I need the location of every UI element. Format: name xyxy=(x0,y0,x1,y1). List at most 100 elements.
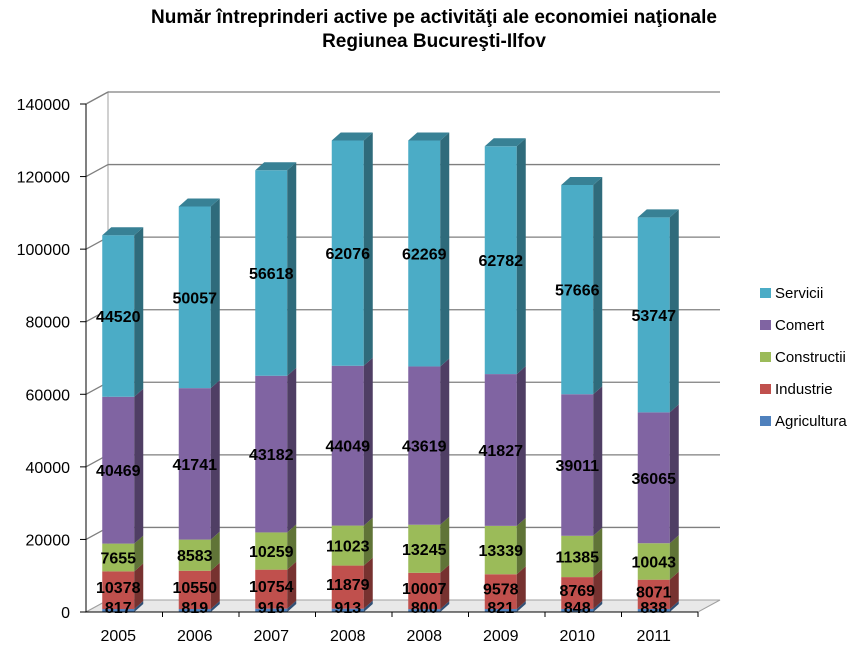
bar-servicii-5 xyxy=(408,132,450,367)
legend-swatch xyxy=(760,352,771,362)
bar-comert-4 xyxy=(331,357,373,526)
data-label-industrie: 8769 xyxy=(559,583,595,600)
data-labels: 817 10378 7655 40469 44520 819 10550 8583 41741 5… xyxy=(96,246,676,617)
x-tick-label: 2006 xyxy=(177,628,213,645)
data-label-industrie: 10754 xyxy=(249,579,294,596)
bar-front xyxy=(637,412,670,544)
bar-constructii-5 xyxy=(408,516,450,573)
bar-servicii-3 xyxy=(255,162,297,376)
bar-servicii-8 xyxy=(637,209,679,413)
legend-item-constructii: Constructii xyxy=(760,349,846,366)
legend-swatch xyxy=(760,416,771,426)
bar-front xyxy=(408,609,441,612)
bar-comert-7 xyxy=(561,386,603,536)
data-label-comert: 43182 xyxy=(249,447,294,464)
bar-constructii-1 xyxy=(102,535,144,572)
data-label-constructii: 8583 xyxy=(177,548,213,565)
bar-side xyxy=(669,571,679,609)
bar-industrie-5 xyxy=(408,564,450,610)
legend-item-agricultura: Agricultura xyxy=(760,413,847,430)
data-label-agricultura: 819 xyxy=(181,600,208,617)
bar-front xyxy=(408,572,441,610)
chart-title-line1: Număr întreprinderi active pe activităţi… xyxy=(151,7,717,28)
data-label-industrie: 11879 xyxy=(326,577,370,594)
bar-front xyxy=(102,543,135,572)
x-tick-label: 2010 xyxy=(559,628,595,645)
data-label-industrie: 9578 xyxy=(483,582,519,599)
bar-agricultura-7 xyxy=(561,600,603,612)
bar-industrie-8 xyxy=(637,571,679,609)
x-tick-label: 2008 xyxy=(330,628,366,645)
legend-label: Comert xyxy=(775,317,825,334)
data-label-constructii: 7655 xyxy=(100,550,136,567)
chart-subtitle: Regiunea Bucureşti-Ilfov xyxy=(322,31,546,52)
bar-side xyxy=(287,162,297,376)
bar-side xyxy=(440,564,450,610)
bar-top xyxy=(561,176,603,185)
data-label-constructii: 13245 xyxy=(402,542,447,559)
bar-top xyxy=(331,132,373,141)
data-label-servicii: 44520 xyxy=(96,309,141,326)
bar-side xyxy=(210,562,220,610)
bar-front xyxy=(331,565,364,609)
data-label-industrie: 8071 xyxy=(636,584,672,601)
bar-front xyxy=(178,206,211,389)
legend: Servicii Comert Constructii Industrie Agricu… xyxy=(760,285,847,430)
data-label-comert: 44049 xyxy=(326,439,371,456)
bar-side xyxy=(287,600,297,612)
bar-side xyxy=(593,527,603,578)
gridline-side xyxy=(85,164,109,178)
bar-top xyxy=(408,132,450,141)
bar-side xyxy=(363,517,373,566)
bar-side xyxy=(669,535,679,580)
bar-front xyxy=(178,388,211,540)
bar-front xyxy=(637,608,670,612)
bar-front xyxy=(255,375,288,533)
bar-front xyxy=(178,570,211,610)
bar-servicii-7 xyxy=(561,176,603,395)
y-tick-label: 60000 xyxy=(26,387,71,404)
legend-label: Agricultura xyxy=(775,413,847,430)
bar-top xyxy=(484,138,526,147)
bar-front xyxy=(102,571,135,610)
bar-front xyxy=(484,525,517,575)
bar-side xyxy=(287,367,297,533)
legend-label: Servicii xyxy=(775,285,823,302)
bar-front xyxy=(561,184,594,395)
bar-side xyxy=(516,138,526,375)
bar-side xyxy=(134,227,144,397)
legend-label: Constructii xyxy=(775,349,846,366)
bar-front xyxy=(637,579,670,609)
bar-side xyxy=(210,380,220,540)
bar-constructii-6 xyxy=(484,517,526,575)
bar-front xyxy=(561,394,594,536)
bar-comert-6 xyxy=(484,366,526,526)
data-label-servicii: 57666 xyxy=(555,283,600,300)
legend-item-industrie: Industrie xyxy=(760,381,833,398)
bar-side xyxy=(593,176,603,395)
bar-front xyxy=(331,140,364,366)
bar-industrie-1 xyxy=(102,563,144,610)
bar-side xyxy=(440,132,450,367)
bar-side xyxy=(440,358,450,525)
bar-side xyxy=(210,198,220,389)
x-tick-label: 2008 xyxy=(406,628,442,645)
bar-front xyxy=(102,609,135,612)
data-label-constructii: 10043 xyxy=(632,554,677,571)
bars xyxy=(102,132,679,612)
bar-agricultura-6 xyxy=(484,601,526,612)
data-label-constructii: 13339 xyxy=(479,543,524,560)
data-label-comert: 41827 xyxy=(479,443,524,460)
bar-front xyxy=(255,532,288,570)
data-label-servicii: 62782 xyxy=(479,253,524,270)
bar-front xyxy=(178,539,211,571)
legend-label: Industrie xyxy=(775,381,833,398)
bar-agricultura-3 xyxy=(255,600,297,612)
bar-side xyxy=(287,561,297,609)
x-tick-label: 2007 xyxy=(253,628,289,645)
bar-front xyxy=(331,365,364,526)
bar-side xyxy=(669,600,679,612)
bar-side xyxy=(363,600,373,612)
data-label-servicii: 50057 xyxy=(173,290,218,307)
